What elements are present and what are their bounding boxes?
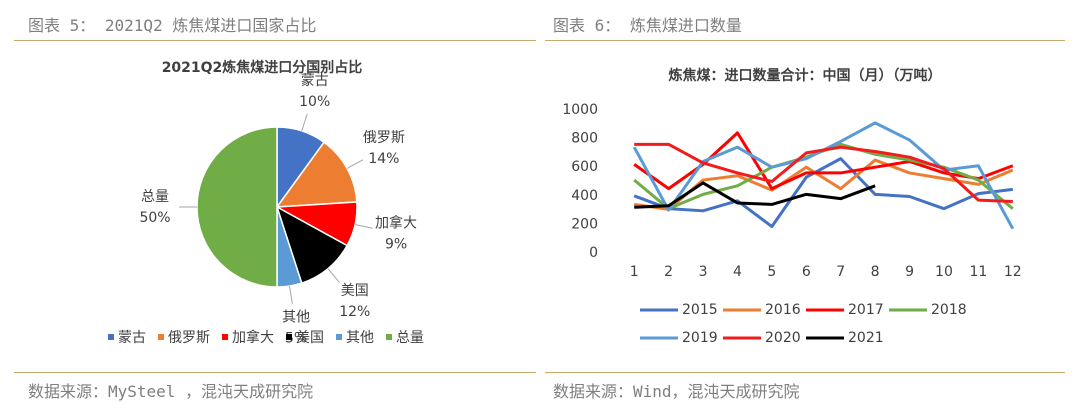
leader-line bbox=[301, 113, 308, 132]
y-tick-label: 800 bbox=[571, 131, 598, 147]
slice-name: 加拿大 bbox=[375, 215, 417, 232]
x-tick-label: 11 bbox=[969, 264, 987, 280]
slice-name: 俄罗斯 bbox=[363, 130, 405, 146]
chart-title: 炼焦煤：进口数量合计：中国（月）（万吨） bbox=[669, 67, 942, 84]
legend-label: 俄罗斯 bbox=[168, 330, 210, 346]
y-tick-label: 600 bbox=[571, 159, 598, 175]
slice-value: 9% bbox=[385, 237, 407, 253]
legend-label: 2020 bbox=[765, 330, 801, 346]
legend-swatch bbox=[286, 334, 292, 340]
x-tick-label: 3 bbox=[699, 264, 708, 280]
divider bbox=[14, 372, 536, 373]
legend-label: 2021 bbox=[848, 330, 884, 346]
pie-slice bbox=[196, 126, 278, 288]
x-tick-label: 4 bbox=[733, 264, 742, 280]
leader-line bbox=[327, 268, 340, 283]
slice-name: 其他 bbox=[282, 309, 310, 325]
divider bbox=[14, 40, 536, 41]
series-line bbox=[634, 142, 1013, 204]
figure-source: 数据来源：MySteel ，混沌天成研究院 bbox=[28, 382, 314, 401]
series-line bbox=[634, 181, 876, 209]
y-tick-label: 0 bbox=[589, 245, 598, 261]
legend-label: 2018 bbox=[931, 302, 967, 318]
legend-label: 2017 bbox=[848, 302, 884, 318]
legend-swatch bbox=[336, 334, 342, 340]
figure-caption: 图表 6： 炼焦煤进口数量 bbox=[553, 16, 742, 35]
series-line bbox=[633, 157, 1013, 229]
divider bbox=[545, 372, 1065, 373]
legend-label: 2015 bbox=[682, 302, 718, 318]
legend-swatch bbox=[222, 334, 228, 340]
slice-name: 蒙古 bbox=[301, 73, 329, 89]
legend-swatch bbox=[386, 334, 392, 340]
legend-swatch bbox=[158, 334, 164, 340]
x-tick-label: 12 bbox=[1004, 264, 1022, 280]
x-tick-label: 1 bbox=[630, 264, 639, 280]
x-tick-label: 7 bbox=[836, 264, 845, 280]
leader-line bbox=[289, 285, 293, 304]
slice-value: 50% bbox=[139, 210, 170, 226]
x-tick-label: 10 bbox=[935, 264, 953, 280]
legend-label: 其他 bbox=[346, 330, 374, 346]
figure-source: 数据来源：Wind，混沌天成研究院 bbox=[553, 382, 800, 401]
slice-name: 总量 bbox=[141, 189, 169, 205]
pie-slice bbox=[275, 141, 358, 208]
slice-value: 14% bbox=[368, 151, 399, 167]
divider bbox=[545, 40, 1065, 41]
figure-caption: 图表 5： 2021Q2 炼焦煤进口国家占比 bbox=[28, 16, 317, 35]
legend-label: 2019 bbox=[682, 330, 718, 346]
slice-value: 10% bbox=[299, 94, 330, 110]
pie-slice bbox=[275, 205, 349, 285]
legend-label: 美国 bbox=[296, 330, 324, 346]
legend-swatch bbox=[108, 334, 114, 340]
slice-name: 美国 bbox=[341, 283, 369, 299]
y-tick-label: 200 bbox=[571, 216, 598, 232]
slice-value: 12% bbox=[339, 304, 370, 320]
chart-title: 2021Q2炼焦煤进口分国别占比 bbox=[162, 59, 363, 76]
legend-label: 2016 bbox=[765, 302, 801, 318]
x-tick-label: 6 bbox=[802, 264, 811, 280]
leader-line bbox=[354, 223, 373, 229]
legend-label: 蒙古 bbox=[118, 330, 146, 346]
legend-label: 加拿大 bbox=[232, 329, 274, 346]
x-tick-label: 9 bbox=[905, 264, 914, 280]
x-tick-label: 8 bbox=[871, 264, 880, 280]
y-tick-label: 400 bbox=[571, 188, 598, 204]
legend-label: 总量 bbox=[396, 330, 424, 346]
x-tick-label: 2 bbox=[664, 264, 673, 280]
leader-line bbox=[346, 159, 364, 169]
y-tick-label: 1000 bbox=[562, 102, 598, 118]
x-tick-label: 5 bbox=[767, 264, 776, 280]
